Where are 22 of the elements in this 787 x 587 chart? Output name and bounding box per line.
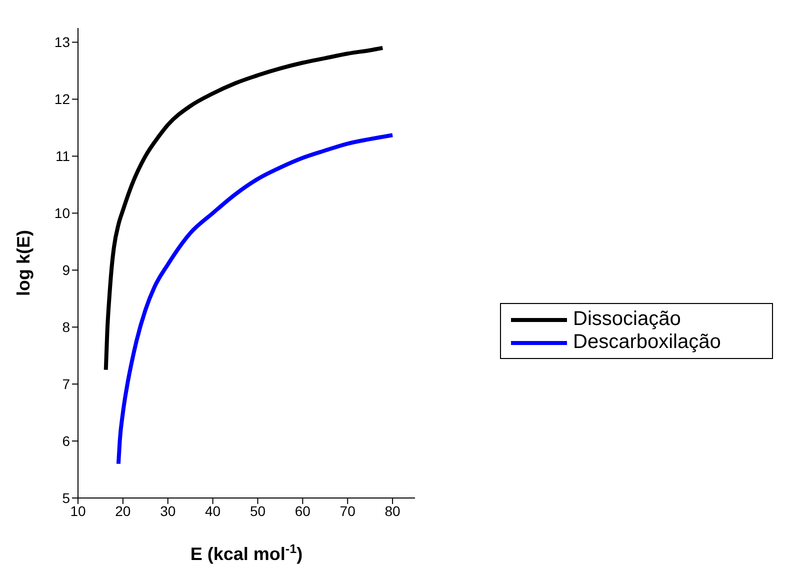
x-tick-label: 60 <box>294 502 311 519</box>
y-tick-label: 9 <box>62 262 70 278</box>
x-tick-label: 70 <box>340 502 356 519</box>
y-tick-label: 5 <box>62 490 70 506</box>
y-tick-label: 6 <box>62 433 70 449</box>
line-series <box>104 46 385 372</box>
x-tick-label: 80 <box>384 502 401 519</box>
y-tick-label: 12 <box>54 91 70 108</box>
x-tick-label: 40 <box>205 502 221 519</box>
y-tick-label: 8 <box>62 319 70 336</box>
legend-label: Descarboxilação <box>573 331 721 354</box>
x-tick-label: 50 <box>250 502 266 519</box>
y-tick-label: 11 <box>55 148 70 164</box>
x-tick-label: 20 <box>115 502 131 519</box>
line-series <box>116 133 395 466</box>
x-axis-title: E (kcal mol$^{-1}$) <box>190 542 303 564</box>
y-tick-label: 7 <box>62 376 70 392</box>
y-tick-label: 10 <box>54 205 70 222</box>
y-tick-label: 13 <box>54 34 70 50</box>
y-axis-title: log k(E) <box>13 230 34 296</box>
legend-label: Dissociação <box>573 308 681 331</box>
x-tick-label: 30 <box>160 502 176 519</box>
